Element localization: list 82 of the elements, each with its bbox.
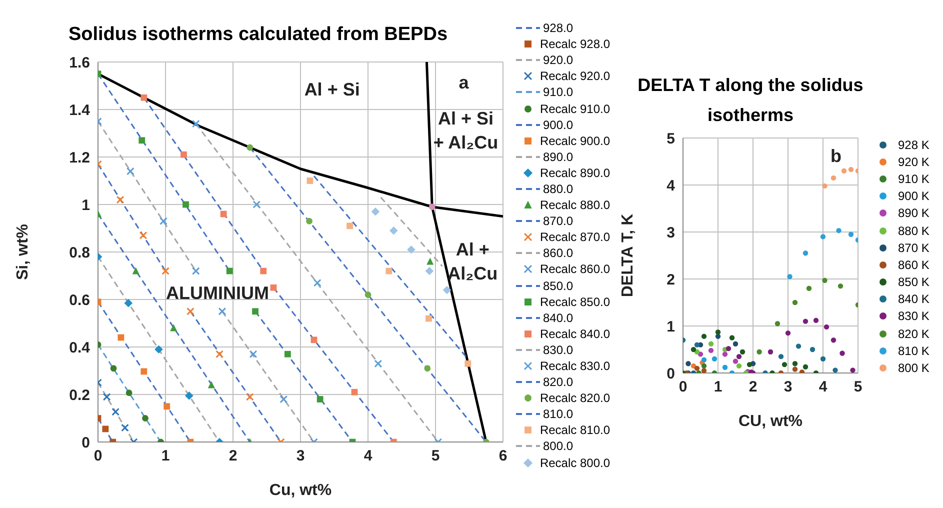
- legend-label: Recalc 820.0: [540, 391, 610, 406]
- x-tick-label: 4: [818, 378, 828, 396]
- legend-label: 860 K: [898, 258, 930, 272]
- legend-label: Recalc 920.0: [540, 69, 610, 84]
- y-tick-label: 4: [666, 177, 676, 194]
- legend-label: 870.0: [543, 214, 574, 228]
- annotation: a: [458, 72, 470, 92]
- annotation: ALUMINIUM: [166, 282, 269, 303]
- legend-label: 890.0: [543, 150, 574, 164]
- y-tick-label: 1: [666, 318, 675, 336]
- annotation: Al + Al₂Cu: [448, 239, 498, 284]
- legend-label: 800.0: [543, 439, 574, 454]
- x-axis-title: Cu, wt%: [269, 482, 332, 499]
- x-tick-label: 3: [296, 448, 305, 465]
- x-tick-label: 0: [94, 448, 102, 465]
- annotation: b: [830, 146, 842, 166]
- legend-label: 920 K: [898, 154, 930, 169]
- legend-label: 900.0: [543, 118, 574, 132]
- legend-label: Recalc 910.0: [540, 102, 610, 116]
- legend-label: 928.0: [543, 21, 574, 36]
- legend-label: Recalc 830.0: [540, 359, 610, 374]
- legend-label: 820.0: [543, 375, 574, 390]
- x-tick-label: 1: [161, 448, 170, 465]
- legend-label: 928 K: [898, 138, 930, 152]
- legend-label: 920.0: [543, 53, 574, 68]
- legend-label: 890 K: [898, 206, 930, 220]
- y-tick-label: 5: [666, 130, 675, 148]
- y-tick-label: 3: [666, 224, 675, 242]
- legend-label: 830 K: [898, 309, 930, 324]
- chart-title: Solidus isotherms calculated from BEPDs: [67, 23, 449, 47]
- y-tick-label: 1.6: [69, 54, 90, 72]
- legend-label: Recalc 928.0: [540, 37, 610, 52]
- legend-label: 850.0: [543, 278, 574, 293]
- y-tick-label: 1: [82, 196, 90, 214]
- x-tick-label: 5: [854, 378, 862, 396]
- legend-label: 840 K: [898, 292, 930, 306]
- legend-label: 900 K: [898, 189, 930, 204]
- y-tick-label: 0: [666, 365, 675, 382]
- legend-label: 810 K: [898, 344, 930, 358]
- legend-label: 830.0: [543, 342, 574, 357]
- y-axis-title: DELTA T, K: [620, 213, 637, 298]
- legend-label: 870 K: [898, 240, 930, 255]
- y-tick-label: 0.2: [69, 386, 90, 404]
- legend-label: 910 K: [898, 172, 930, 186]
- y-tick-label: 0: [82, 434, 90, 452]
- legend-label: Recalc 810.0: [540, 423, 610, 438]
- legend-label: 860.0: [543, 246, 574, 260]
- legend-label: Recalc 870.0: [540, 230, 610, 244]
- y-axis-title: Si, wt%: [14, 224, 32, 280]
- legend-label: Recalc 900.0: [540, 134, 610, 148]
- annotation: Al + Si: [304, 79, 360, 100]
- x-tick-label: 2: [748, 378, 758, 396]
- legend-label: 880 K: [898, 224, 930, 238]
- x-tick-label: 5: [431, 448, 440, 465]
- annotation: Al + Si + Al₂Cu: [433, 108, 498, 152]
- y-tick-label: 0.4: [69, 339, 91, 356]
- legend-label: Recalc 800.0: [540, 456, 610, 470]
- y-tick-label: 1.4: [69, 102, 91, 119]
- legend-label: 840.0: [543, 310, 574, 325]
- x-tick-label: 4: [364, 448, 373, 465]
- y-tick-label: 2: [666, 271, 675, 288]
- y-tick-label: 1.2: [69, 149, 90, 166]
- y-tick-label: 0.8: [69, 244, 90, 262]
- x-axis-title: CU, wt%: [738, 413, 802, 430]
- x-tick-label: 3: [784, 378, 792, 396]
- x-tick-label: 0: [678, 378, 688, 396]
- legend-label: Recalc 840.0: [540, 326, 610, 341]
- legend-label: 800 K: [898, 361, 930, 376]
- x-tick-label: 6: [498, 448, 508, 465]
- legend-label: Recalc 850.0: [540, 294, 610, 309]
- legend-label: 810.0: [543, 407, 574, 422]
- legend-label: 910.0: [543, 85, 574, 100]
- legend-label: Recalc 860.0: [540, 262, 610, 276]
- x-tick-label: 2: [228, 448, 238, 465]
- y-tick-label: 0.6: [69, 292, 90, 309]
- legend-label: 850 K: [898, 275, 930, 290]
- chart-title: DELTA T along the solidus isotherms: [636, 74, 864, 127]
- legend-label: Recalc 880.0: [540, 198, 610, 212]
- legend-label: 820 K: [898, 326, 930, 341]
- legend-label: Recalc 890.0: [540, 166, 610, 180]
- legend-label: 880.0: [543, 182, 574, 196]
- x-tick-label: 1: [714, 378, 722, 396]
